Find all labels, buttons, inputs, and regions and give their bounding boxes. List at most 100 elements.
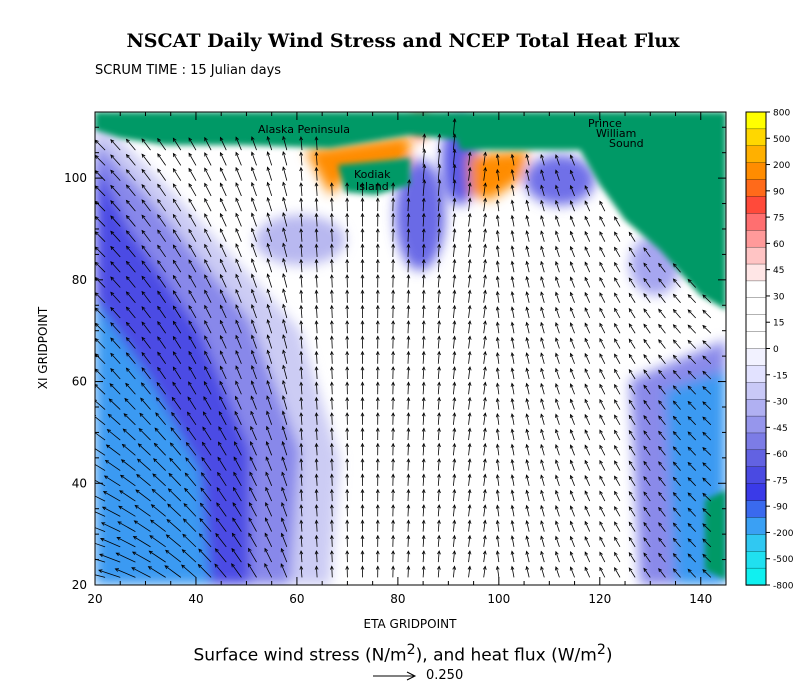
wind-vector bbox=[483, 366, 487, 380]
wind-vector bbox=[172, 351, 182, 364]
wind-vector bbox=[391, 534, 395, 547]
wind-vector bbox=[555, 337, 560, 349]
wind-vector bbox=[235, 182, 242, 197]
wind-vector bbox=[658, 430, 666, 441]
wind-vector bbox=[391, 519, 395, 532]
wind-vector bbox=[452, 519, 457, 532]
wind-vector bbox=[282, 379, 288, 395]
wind-vector bbox=[375, 412, 380, 425]
wind-vector bbox=[314, 458, 319, 471]
wind-vector bbox=[584, 566, 591, 578]
wind-vector bbox=[452, 258, 457, 273]
wind-vector bbox=[525, 443, 530, 456]
wind-vector bbox=[95, 558, 106, 563]
wind-vector bbox=[687, 461, 697, 471]
wind-vector bbox=[235, 227, 242, 242]
wind-vector bbox=[95, 511, 106, 517]
colorbar-swatch bbox=[745, 179, 767, 198]
wind-vector bbox=[188, 274, 197, 288]
wind-vector bbox=[643, 552, 651, 563]
wind-vector bbox=[266, 410, 273, 425]
wind-vector bbox=[614, 475, 621, 487]
wind-vector bbox=[525, 230, 530, 242]
wind-vector bbox=[510, 199, 515, 212]
wind-vector bbox=[204, 197, 212, 212]
wind-vector bbox=[540, 276, 545, 288]
wind-vector bbox=[628, 414, 636, 426]
wind-vector bbox=[525, 397, 530, 410]
wind-vector bbox=[687, 492, 697, 502]
wind-vector bbox=[360, 473, 365, 486]
wind-vector bbox=[510, 550, 515, 563]
wind-vector bbox=[452, 289, 457, 303]
wind-vector bbox=[375, 550, 380, 563]
wind-vector bbox=[218, 426, 227, 441]
wind-vector bbox=[232, 486, 242, 502]
wind-vector bbox=[330, 565, 334, 578]
wind-vector bbox=[282, 364, 288, 380]
wind-vector bbox=[569, 337, 575, 349]
wind-vector bbox=[314, 197, 319, 212]
wind-vector bbox=[555, 398, 560, 410]
wind-vector bbox=[391, 212, 395, 227]
wind-vector bbox=[452, 212, 457, 227]
wind-vector bbox=[345, 473, 350, 486]
wind-vector bbox=[452, 335, 457, 349]
wind-vector bbox=[421, 473, 426, 486]
wind-vector bbox=[495, 153, 500, 166]
wind-vector bbox=[125, 306, 136, 319]
colorbar-tick-label: 200 bbox=[773, 161, 790, 171]
wind-vector bbox=[125, 337, 136, 349]
wind-vector bbox=[299, 366, 304, 380]
wind-vector bbox=[437, 366, 441, 380]
wind-vector bbox=[525, 321, 530, 334]
reference-vector-value: 0.250 bbox=[426, 668, 464, 683]
wind-vector bbox=[643, 323, 651, 334]
wind-vector bbox=[314, 473, 319, 486]
wind-vector bbox=[687, 385, 697, 395]
wind-vector bbox=[185, 457, 197, 471]
wind-vector bbox=[421, 197, 426, 212]
colorbar-tick-label: 500 bbox=[773, 135, 790, 145]
wind-vector bbox=[584, 459, 591, 471]
wind-vector bbox=[314, 442, 319, 456]
wind-vector bbox=[204, 213, 212, 227]
wind-vector bbox=[232, 517, 242, 532]
wind-vector bbox=[437, 488, 441, 502]
wind-vector bbox=[314, 504, 319, 517]
wind-vector bbox=[658, 354, 666, 365]
wind-vector bbox=[219, 334, 227, 349]
wind-vector bbox=[125, 352, 136, 365]
chart-title: NSCAT Daily Wind Stress and NCEP Total H… bbox=[126, 30, 680, 52]
wind-vector bbox=[628, 567, 636, 578]
wind-vector bbox=[188, 305, 197, 319]
wind-vector bbox=[452, 197, 457, 212]
wind-vector bbox=[172, 244, 182, 258]
wind-vector bbox=[204, 304, 212, 319]
wind-vector bbox=[687, 507, 697, 517]
neg-patch-north-1 bbox=[255, 215, 345, 265]
wind-vector bbox=[391, 258, 395, 273]
wind-vector bbox=[569, 367, 575, 380]
wind-vector bbox=[360, 366, 365, 380]
wind-vector bbox=[525, 275, 530, 288]
wind-vector bbox=[406, 228, 411, 242]
wind-vector bbox=[116, 537, 136, 548]
wind-vector bbox=[345, 243, 350, 257]
wind-vector bbox=[235, 273, 242, 288]
wind-vector bbox=[569, 200, 575, 212]
wind-vector bbox=[110, 154, 121, 166]
wind-vector bbox=[483, 427, 487, 441]
wind-vector bbox=[141, 306, 151, 319]
wind-vector bbox=[106, 429, 121, 441]
wind-vector bbox=[172, 381, 182, 395]
colorbar-tick-label: 15 bbox=[773, 319, 784, 329]
wind-vector bbox=[510, 321, 515, 334]
wind-vector bbox=[510, 474, 515, 486]
wind-vector bbox=[643, 506, 651, 517]
wind-vector bbox=[422, 163, 427, 181]
wind-vector bbox=[188, 167, 197, 181]
place-label-sound: Sound bbox=[609, 137, 644, 150]
wind-vector bbox=[555, 245, 560, 258]
wind-vector bbox=[482, 550, 487, 563]
